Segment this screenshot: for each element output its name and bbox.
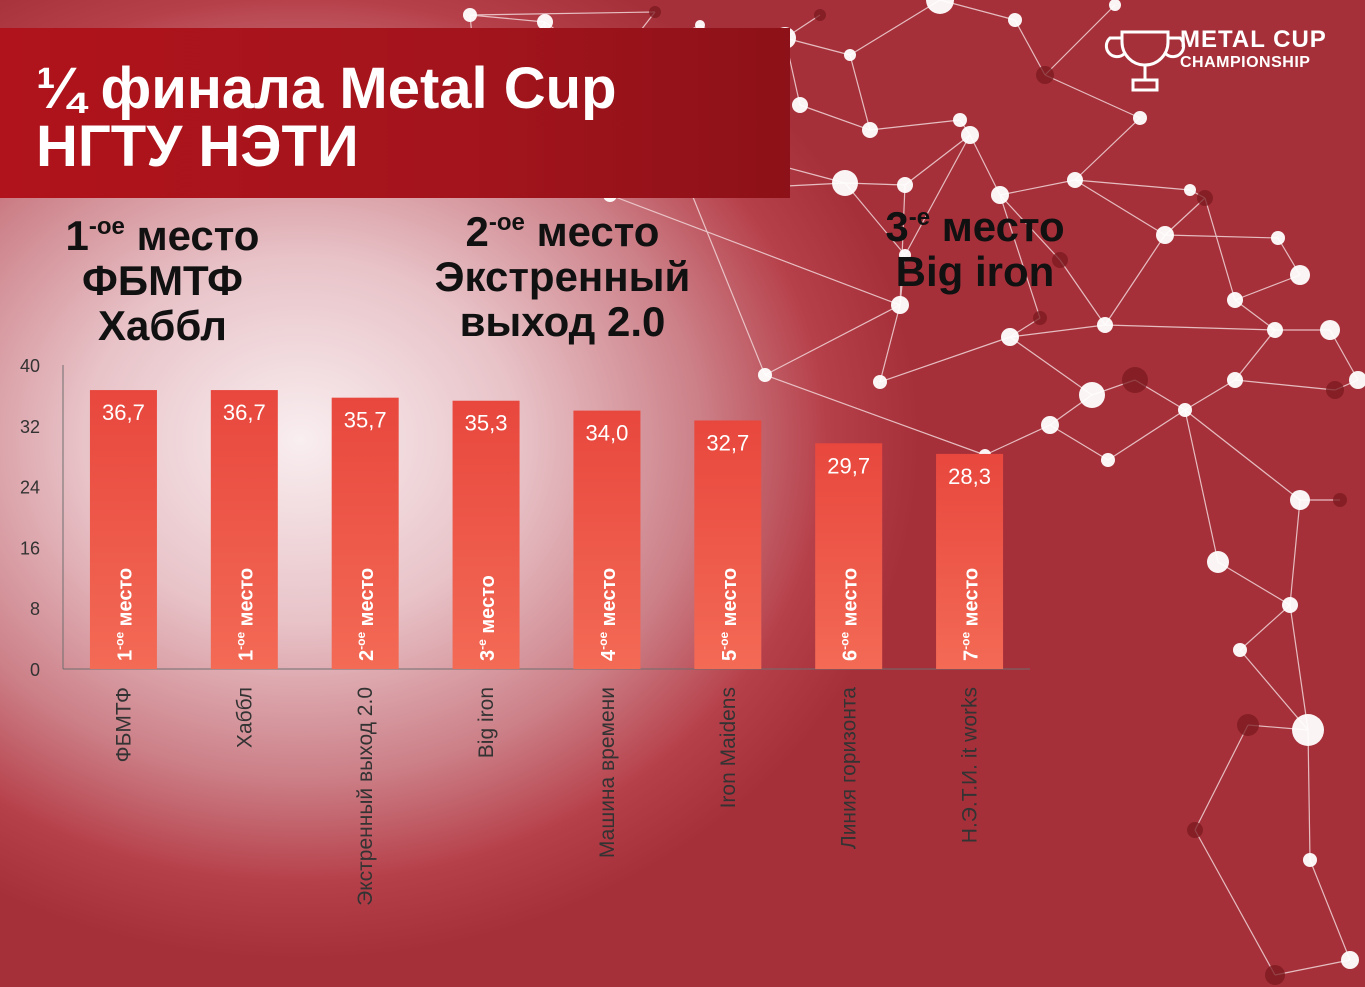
bar-place-label: 3-е место [475, 575, 499, 661]
bar [452, 400, 520, 669]
first-place-block: 1-ое место ФБМТФ Хаббл [40, 214, 285, 349]
y-tick-label: 40 [20, 356, 40, 376]
bar [210, 390, 278, 669]
x-category-label: Линия горизонта [838, 687, 861, 849]
x-category-label: ФБМТФ [112, 687, 135, 762]
y-tick-label: 16 [20, 538, 40, 558]
x-category-label: Н.Э.Т.И. it works [959, 687, 982, 843]
y-tick-label: 8 [30, 599, 40, 619]
x-category-label: Экстренный выход 2.0 [354, 687, 377, 906]
x-category-label: Big iron [475, 687, 498, 758]
third-place-team: Big iron [895, 248, 1055, 295]
bar-place-label: 7-ое место [959, 568, 983, 661]
bar [331, 397, 399, 669]
bar-value-label: 28,3 [948, 464, 991, 489]
bar [694, 420, 762, 669]
bar-place-label: 1-ое место [233, 568, 257, 661]
second-place-team-line-2: выход 2.0 [459, 298, 666, 345]
bar [815, 443, 883, 669]
bar-value-label: 36,7 [102, 400, 145, 425]
bar-value-label: 35,3 [465, 411, 508, 436]
x-category-label: Хаббл [233, 687, 256, 748]
bar-place-label: 2-ое место [354, 568, 378, 661]
bar-place-label: 6-ое место [838, 568, 862, 661]
bar-value-label: 29,7 [827, 453, 870, 478]
bar-value-label: 36,7 [223, 400, 266, 425]
bar-value-label: 35,7 [344, 408, 387, 433]
third-place-heading: 3-е место [885, 203, 1065, 250]
bar [89, 390, 157, 669]
x-category-label: Iron Maidens [717, 687, 740, 808]
logo-subtitle: CHAMPIONSHIP [1180, 54, 1311, 71]
first-place-team-2: Хаббл [98, 302, 227, 349]
second-place-heading: 2-ое место [465, 208, 660, 255]
bar-chart: 0 8 16 24 32 40 36,7 1-ое место 36,7 1-ое место 3… [20, 356, 1030, 906]
first-place-team-1: ФБМТФ [82, 257, 243, 304]
bar-place-label: 1-ое место [112, 568, 136, 661]
page-title: ¼ финала Metal Cup [36, 56, 617, 121]
bar-value-label: 34,0 [586, 421, 629, 446]
bar-value-label: 32,7 [706, 430, 749, 455]
bar [936, 453, 1004, 669]
second-place-team-line-1: Экстренный [434, 253, 691, 300]
y-tick-label: 24 [20, 478, 40, 498]
title-banner [0, 28, 790, 198]
bar-place-label: 4-ое место [596, 568, 620, 661]
page-subtitle: НГТУ НЭТИ [36, 114, 359, 179]
y-tick-label: 0 [30, 660, 40, 680]
trophy-icon [1104, 30, 1186, 92]
y-tick-label: 32 [20, 417, 40, 437]
bar-place-label: 5-ое место [717, 568, 741, 661]
x-category-label: Машина времени [596, 687, 619, 858]
third-place-block: 3-е место Big iron [850, 205, 1100, 295]
first-place-heading: 1-ое место [65, 212, 260, 259]
bar [573, 410, 641, 669]
second-place-block: 2-ое место Экстренный выход 2.0 [410, 210, 715, 345]
logo-title: METAL CUP [1180, 26, 1327, 53]
